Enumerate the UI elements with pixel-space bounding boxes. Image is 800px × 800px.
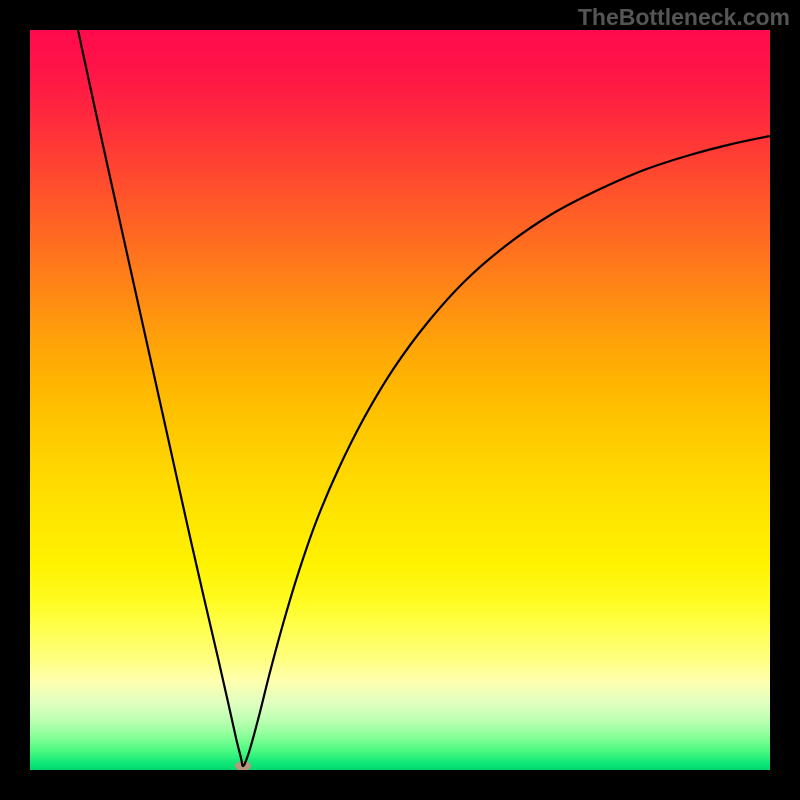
chart-svg xyxy=(0,0,800,800)
chart-container: { "watermark": { "text": "TheBottleneck.… xyxy=(0,0,800,800)
watermark-text: TheBottleneck.com xyxy=(578,4,790,31)
gradient-background xyxy=(30,30,770,770)
